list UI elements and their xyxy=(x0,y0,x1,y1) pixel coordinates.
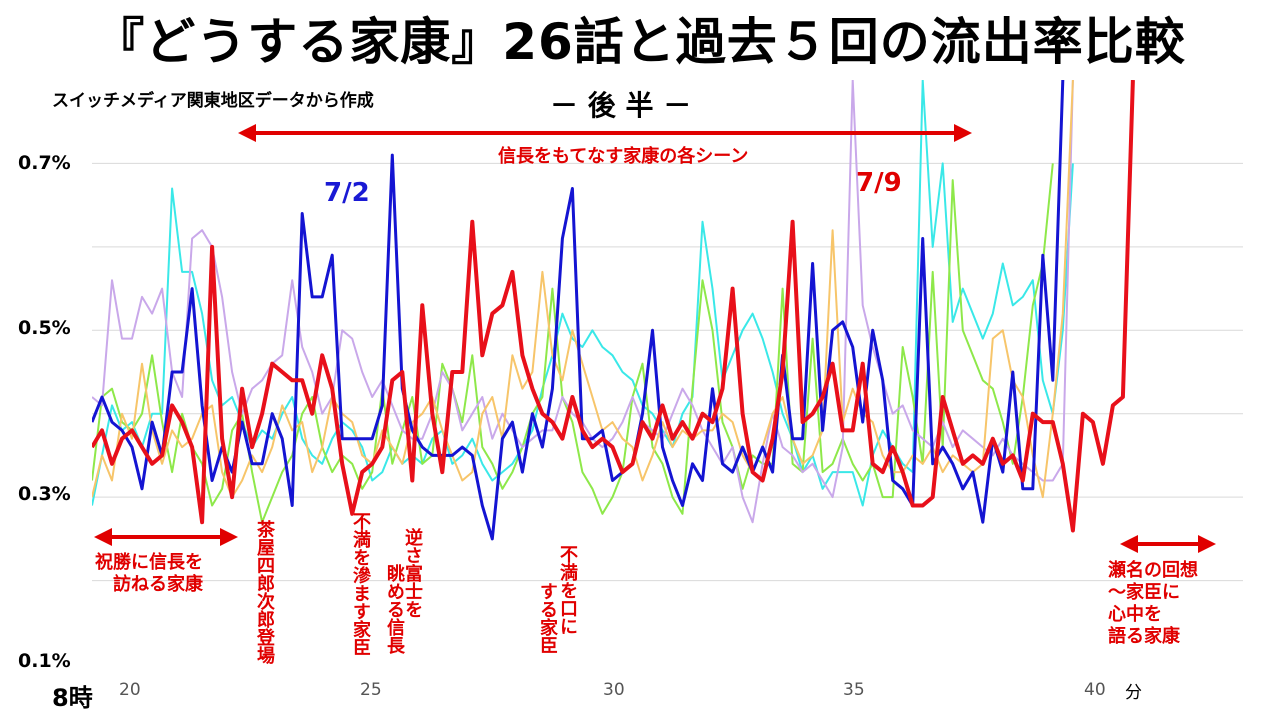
x-tick-label: 20 xyxy=(119,680,141,700)
x-tick-label: 30 xyxy=(603,680,625,700)
left-banner-label: 祝勝に信長を 訪ねる家康 xyxy=(95,552,203,595)
x-unit-label: 分 xyxy=(1125,683,1142,703)
left-arrow-head-left xyxy=(94,528,112,546)
right-banner-label: 瀬名の回想 ～家臣に 心中を 語る家康 xyxy=(1108,560,1198,647)
fuman-label: 不満を滲ます家臣 xyxy=(350,512,371,656)
right-arrow-head-right xyxy=(1198,535,1216,553)
sakasa-label: 逆さ富士を xyxy=(402,528,423,618)
scenes-arrow-head-left xyxy=(238,124,256,142)
half-label: － 後 半 － xyxy=(550,89,692,122)
series-line xyxy=(92,163,1054,524)
shirou-label: 茶屋四郎次郎登場 xyxy=(254,520,275,664)
y-tick-label: 0.7% xyxy=(18,152,71,174)
fuman-kuchi-label: 不満を口に xyxy=(557,545,578,635)
chart-title: 『どうする家康』26話と過去５回の流出率比較 xyxy=(94,13,1186,71)
nagameru-label: 眺める信長 xyxy=(384,564,405,654)
series-line xyxy=(92,80,1065,541)
x-tick-label: 40 xyxy=(1084,680,1106,700)
x-tick-label: 25 xyxy=(360,680,382,700)
series-line xyxy=(92,80,1135,533)
series-label-7-2: 7/2 xyxy=(324,178,370,208)
series-line xyxy=(92,80,1074,499)
y-tick-label: 0.1% xyxy=(18,650,71,672)
scenes-arrow-head-right xyxy=(954,124,972,142)
scenes-banner-label: 信長をもてなす家康の各シーン xyxy=(498,146,749,167)
hour-label: 8時 xyxy=(52,684,93,712)
y-tick-label: 0.5% xyxy=(18,317,71,339)
suru-kashin-label: する家臣 xyxy=(537,582,558,654)
right-arrow-head-left xyxy=(1120,535,1138,553)
series-label-7-9: 7/9 xyxy=(856,168,902,198)
x-tick-label: 35 xyxy=(843,680,865,700)
left-arrow-head-right xyxy=(220,528,238,546)
chart-subtitle: スイッチメディア関東地区データから作成 xyxy=(52,91,374,111)
y-tick-label: 0.3% xyxy=(18,483,71,505)
